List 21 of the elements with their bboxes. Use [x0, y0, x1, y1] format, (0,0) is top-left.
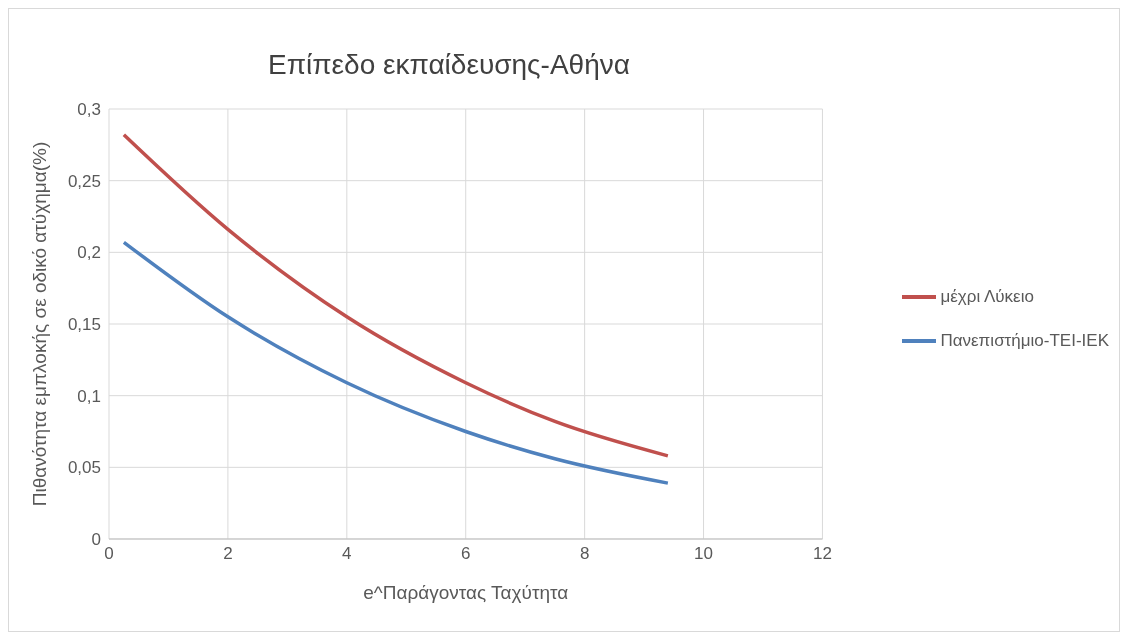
- x-tick-label: 10: [694, 544, 713, 564]
- line-series: [122, 133, 670, 458]
- x-tick-label: 2: [223, 544, 233, 564]
- y-tick-label: 0,05: [67, 458, 101, 478]
- y-tick-label: 0: [91, 530, 101, 550]
- y-tick-label: 0,15: [67, 315, 101, 335]
- y-axis-title: Πιθανότητα εμπλοκής σε οδικό ατύχημα(%): [28, 141, 50, 507]
- y-tick-label: 0,2: [77, 243, 101, 263]
- y-tick-label: 0,25: [67, 171, 101, 191]
- y-tick-label: 0,1: [77, 386, 101, 406]
- legend-label: μέχρι Λύκειο: [940, 286, 1034, 308]
- line-series: [122, 240, 670, 485]
- x-tick-label: 4: [342, 544, 352, 564]
- x-tick-label: 8: [579, 544, 590, 564]
- chart-title: Επίπεδο εκπαίδευσης-Αθήνα: [267, 49, 631, 81]
- y-tick-label: 0,3: [77, 100, 101, 120]
- x-tick-label: 6: [460, 544, 471, 564]
- x-tick-label: 0: [104, 544, 114, 564]
- x-tick-label: 12: [812, 544, 832, 564]
- legend-label: Πανεπιστήμιο-ΤΕΙ-ΙΕΚ: [940, 330, 1109, 352]
- x-axis-title: e^Παράγοντας Ταχύτητα: [363, 582, 569, 603]
